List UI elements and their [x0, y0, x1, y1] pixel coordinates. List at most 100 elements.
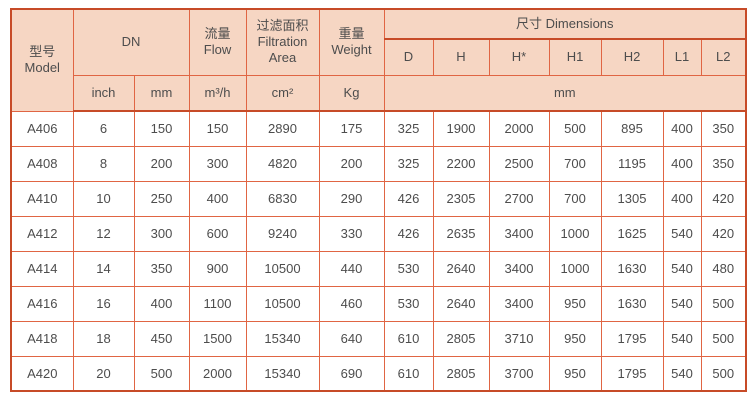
cell-model: A420	[10, 355, 74, 392]
cell-l1: 540	[662, 285, 702, 322]
cell-model: A410	[10, 180, 74, 217]
cell-h: 2635	[432, 215, 490, 252]
cell-l1: 540	[662, 320, 702, 357]
cell-d: 426	[383, 215, 434, 252]
header-dn: DN	[72, 8, 190, 76]
cell-h1: 950	[548, 285, 602, 322]
cell-h2: 1305	[600, 180, 664, 217]
cell-h: 2640	[432, 285, 490, 322]
cell-dn-inch: 16	[72, 285, 135, 322]
cell-weight: 330	[318, 215, 385, 252]
header-dimensions: 尺寸 Dimensions	[383, 8, 747, 40]
table-header: 型号 Model DN 流量 Flow 过滤面积 Filtration Area…	[10, 8, 747, 112]
cell-dn-mm: 150	[133, 110, 190, 147]
cell-area: 15340	[245, 320, 320, 357]
cell-hstar: 3700	[488, 355, 550, 392]
cell-h2: 1625	[600, 215, 664, 252]
cell-weight: 175	[318, 110, 385, 147]
cell-l2: 420	[700, 180, 747, 217]
header-filtration-area: 过滤面积 Filtration Area	[245, 8, 320, 76]
cell-flow: 1100	[188, 285, 247, 322]
table-row-a412: A412 12 300 600 9240 330 426 2635 3400 1…	[10, 215, 747, 252]
table-row-a420: A420 20 500 2000 15340 690 610 2805 3700…	[10, 355, 747, 392]
cell-hstar: 3400	[488, 215, 550, 252]
cell-dn-mm: 400	[133, 285, 190, 322]
unit-dn-mm: mm	[133, 74, 190, 112]
cell-h2: 1195	[600, 145, 664, 182]
cell-l2: 350	[700, 110, 747, 147]
unit-dn-inch: inch	[72, 74, 135, 112]
cell-area: 10500	[245, 250, 320, 287]
cell-l2: 350	[700, 145, 747, 182]
cell-weight: 440	[318, 250, 385, 287]
cell-flow: 150	[188, 110, 247, 147]
cell-l1: 540	[662, 250, 702, 287]
cell-h: 2305	[432, 180, 490, 217]
header-dim-l2: L2	[700, 38, 747, 76]
header-dim-h1: H1	[548, 38, 602, 76]
cell-d: 325	[383, 110, 434, 147]
cell-hstar: 2500	[488, 145, 550, 182]
cell-model: A406	[10, 110, 74, 147]
cell-d: 610	[383, 355, 434, 392]
cell-l2: 500	[700, 355, 747, 392]
cell-area: 2890	[245, 110, 320, 147]
cell-h: 2640	[432, 250, 490, 287]
cell-model: A412	[10, 215, 74, 252]
cell-dn-mm: 250	[133, 180, 190, 217]
header-dim-h2: H2	[600, 38, 664, 76]
header-dim-hstar: H*	[488, 38, 550, 76]
cell-d: 325	[383, 145, 434, 182]
header-weight: 重量 Weight	[318, 8, 385, 76]
unit-area: cm²	[245, 74, 320, 112]
table-row-a414: A414 14 350 900 10500 440 530 2640 3400 …	[10, 250, 747, 287]
cell-h: 2805	[432, 320, 490, 357]
cell-hstar: 2700	[488, 180, 550, 217]
cell-model: A418	[10, 320, 74, 357]
cell-weight: 290	[318, 180, 385, 217]
cell-flow: 600	[188, 215, 247, 252]
header-row-units: inch mm m³/h cm² Kg mm	[11, 74, 747, 112]
cell-h2: 895	[600, 110, 664, 147]
cell-area: 10500	[245, 285, 320, 322]
cell-h1: 700	[548, 180, 602, 217]
cell-model: A416	[10, 285, 74, 322]
cell-h: 1900	[432, 110, 490, 147]
table-row-a410: A410 10 250 400 6830 290 426 2305 2700 7…	[10, 180, 747, 217]
cell-d: 610	[383, 320, 434, 357]
unit-dimensions: mm	[383, 74, 747, 112]
cell-flow: 400	[188, 180, 247, 217]
cell-weight: 200	[318, 145, 385, 182]
cell-d: 530	[383, 250, 434, 287]
cell-l1: 400	[662, 110, 702, 147]
cell-h1: 1000	[548, 250, 602, 287]
cell-h: 2805	[432, 355, 490, 392]
cell-dn-mm: 350	[133, 250, 190, 287]
header-row-1: 型号 Model DN 流量 Flow 过滤面积 Filtration Area…	[10, 8, 747, 112]
cell-area: 9240	[245, 215, 320, 252]
cell-dn-inch: 20	[72, 355, 135, 392]
cell-hstar: 3710	[488, 320, 550, 357]
cell-flow: 900	[188, 250, 247, 287]
cell-l2: 500	[700, 285, 747, 322]
header-row-2: D H H* H1 H2 L1 L2	[11, 38, 747, 76]
header-model: 型号 Model	[10, 8, 74, 112]
header-dim-l1: L1	[662, 38, 702, 76]
header-flow: 流量 Flow	[188, 8, 247, 76]
cell-weight: 690	[318, 355, 385, 392]
cell-d: 426	[383, 180, 434, 217]
cell-h: 2200	[432, 145, 490, 182]
table-body: A406 6 150 150 2890 175 325 1900 2000 50…	[10, 110, 747, 392]
cell-l1: 540	[662, 215, 702, 252]
cell-dn-mm: 450	[133, 320, 190, 357]
cell-l1: 540	[662, 355, 702, 392]
unit-weight: Kg	[318, 74, 385, 112]
cell-h1: 950	[548, 320, 602, 357]
cell-dn-mm: 500	[133, 355, 190, 392]
cell-hstar: 3400	[488, 285, 550, 322]
cell-h1: 500	[548, 110, 602, 147]
cell-l2: 420	[700, 215, 747, 252]
cell-weight: 460	[318, 285, 385, 322]
cell-area: 4820	[245, 145, 320, 182]
unit-flow: m³/h	[188, 74, 247, 112]
